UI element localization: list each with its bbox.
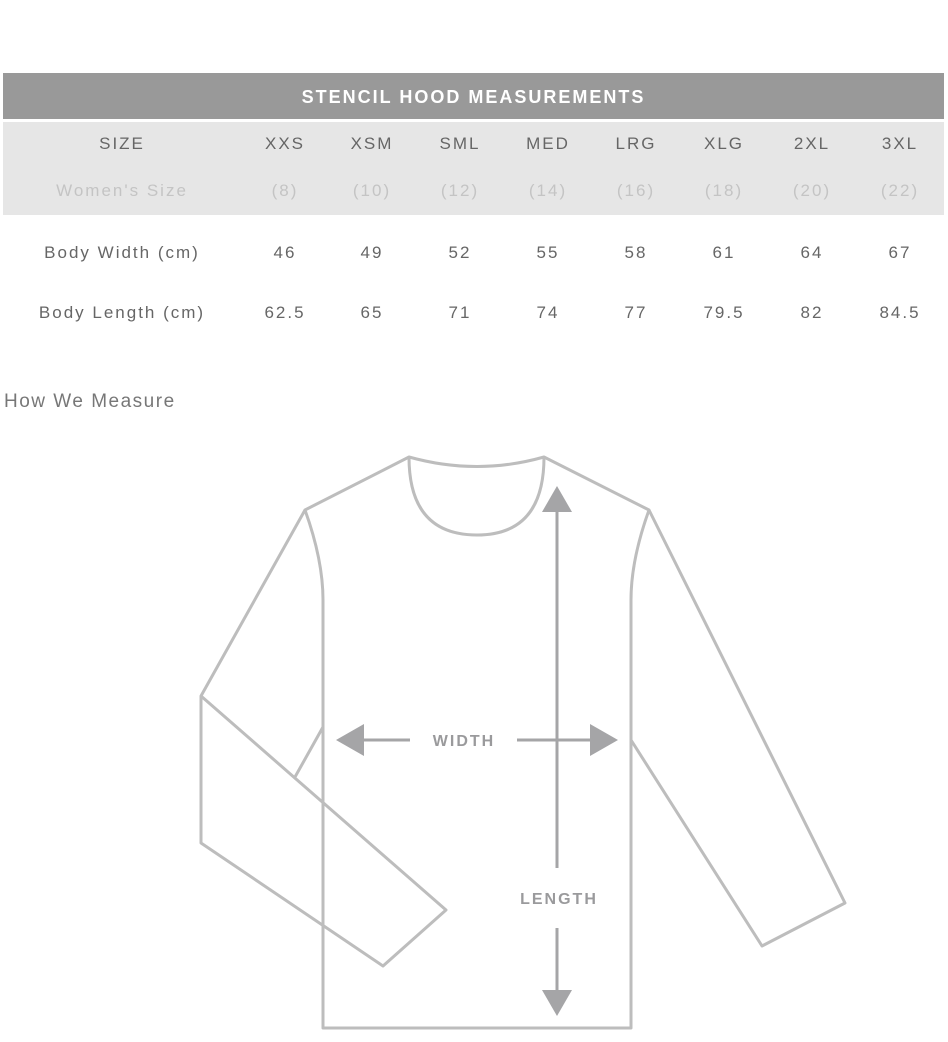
table-cell: 2XL <box>793 134 831 153</box>
table-cell: 65 <box>360 303 384 322</box>
table-cell: 58 <box>624 243 648 262</box>
width-arrow-left-icon <box>336 724 364 756</box>
table-cell: 55 <box>536 243 560 262</box>
table-cell: (20) <box>792 181 832 200</box>
table-cell: 3XL <box>881 134 919 153</box>
table-cell: (12) <box>440 181 480 200</box>
table-cell: MED <box>526 134 570 153</box>
sweater-neckline <box>407 456 546 537</box>
table-cell: (10) <box>352 181 392 200</box>
width-arrow-right-icon <box>590 724 618 756</box>
table-cell: 46 <box>273 243 297 262</box>
table-cell: XLG <box>703 134 745 153</box>
table-cell: LRG <box>615 134 657 153</box>
left-sleeve <box>199 509 448 968</box>
table-cell: (16) <box>616 181 656 200</box>
table-cell: (14) <box>528 181 568 200</box>
table-cell: 49 <box>360 243 384 262</box>
length-label: LENGTH <box>520 891 598 908</box>
table-cell: (18) <box>704 181 744 200</box>
length-arrow-up-icon <box>542 486 572 512</box>
sweater-outline <box>199 455 847 1030</box>
row-label: SIZE <box>99 134 145 153</box>
table-cell: 79.5 <box>703 303 745 322</box>
row-label: Body Length (cm) <box>38 303 206 322</box>
sweater-body <box>303 455 651 1030</box>
table-cell: SML <box>439 134 481 153</box>
table-title: STENCIL HOOD MEASUREMENTS <box>3 73 944 119</box>
row-label: Women's Size <box>56 181 188 200</box>
table-cell: 52 <box>448 243 472 262</box>
table-cell: 71 <box>448 303 472 322</box>
size-header-band <box>3 122 944 215</box>
right-sleeve <box>629 509 847 948</box>
table-cell: 67 <box>888 243 912 262</box>
table-cell: 84.5 <box>879 303 921 322</box>
row-label: Body Width (cm) <box>44 243 200 262</box>
table-cell: (8) <box>271 181 299 200</box>
how-we-measure-heading: How We Measure <box>4 391 176 412</box>
table-cell: 61 <box>712 243 736 262</box>
table-cell: 64 <box>800 243 824 262</box>
width-label: WIDTH <box>433 733 495 750</box>
table-cell: XSM <box>350 134 394 153</box>
table-cell: 82 <box>800 303 824 322</box>
table-cell: 77 <box>624 303 648 322</box>
table-cell: 74 <box>536 303 560 322</box>
table-cell: (22) <box>880 181 920 200</box>
table-cell: XXS <box>264 134 306 153</box>
table-cell: 62.5 <box>264 303 306 322</box>
length-arrow-down-icon <box>542 990 572 1016</box>
